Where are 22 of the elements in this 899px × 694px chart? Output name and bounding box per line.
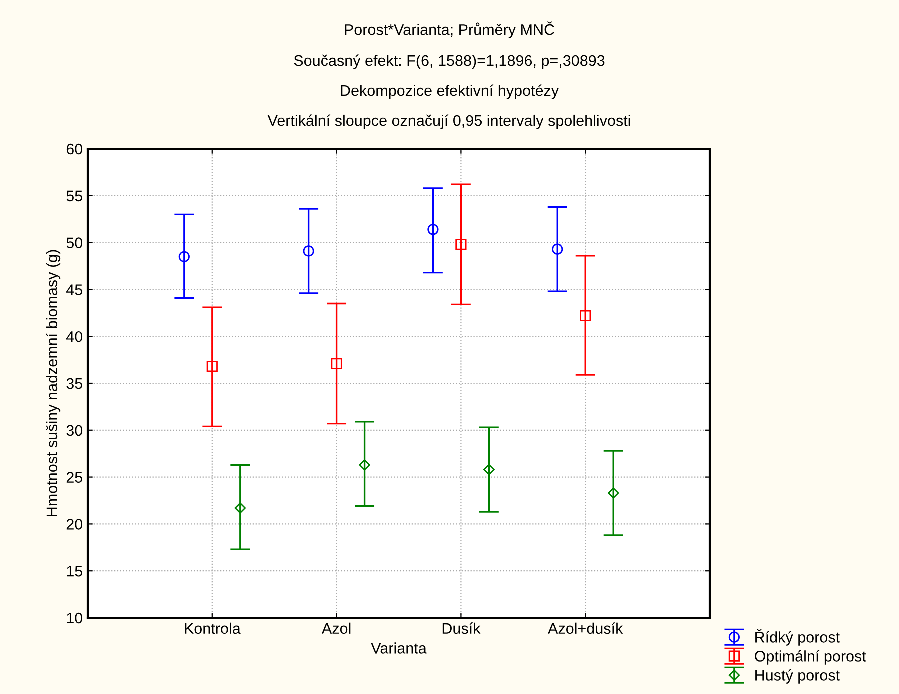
y-tick-label: 50: [66, 238, 83, 248]
y-axis-title: Hmotnost sušiny nadzemní biomasy (g): [46, 250, 61, 516]
y-tick-label: 15: [67, 566, 82, 577]
y-tick-label: 60: [66, 144, 83, 155]
legend-label: Řídký porost: [756, 629, 840, 646]
y-tick-label: 55: [66, 190, 82, 202]
y-tick-label: 30: [66, 425, 83, 436]
y-tick-label: 45: [66, 284, 82, 296]
chart-title: Porost*Varianta; Průměry MNČ: [345, 22, 554, 38]
chart-subtitle: Současný efekt: F(6, 1588)=1,1896, p=,30893 Dekompozice efektivní hypotézy Vertikální sloupce označují 0,95 intervaly spolehlivosti: [268, 54, 630, 130]
x-tick-label: Azol: [322, 622, 351, 634]
legend-label: Optimální porost: [755, 650, 866, 665]
legend-label: Hustý porost: [756, 669, 840, 684]
y-tick-label: 35: [66, 378, 82, 390]
y-tick-label: 40: [66, 331, 83, 342]
y-tick-label: 20: [66, 519, 83, 530]
x-tick-label: Kontrola: [185, 622, 241, 634]
x-tick-label: Azol+dusík: [548, 622, 624, 634]
x-tick-label: Dusík: [442, 622, 481, 634]
y-tick-label: 25: [66, 472, 82, 483]
y-tick-label: 10: [67, 612, 83, 624]
x-axis-title: Varianta: [371, 642, 427, 654]
